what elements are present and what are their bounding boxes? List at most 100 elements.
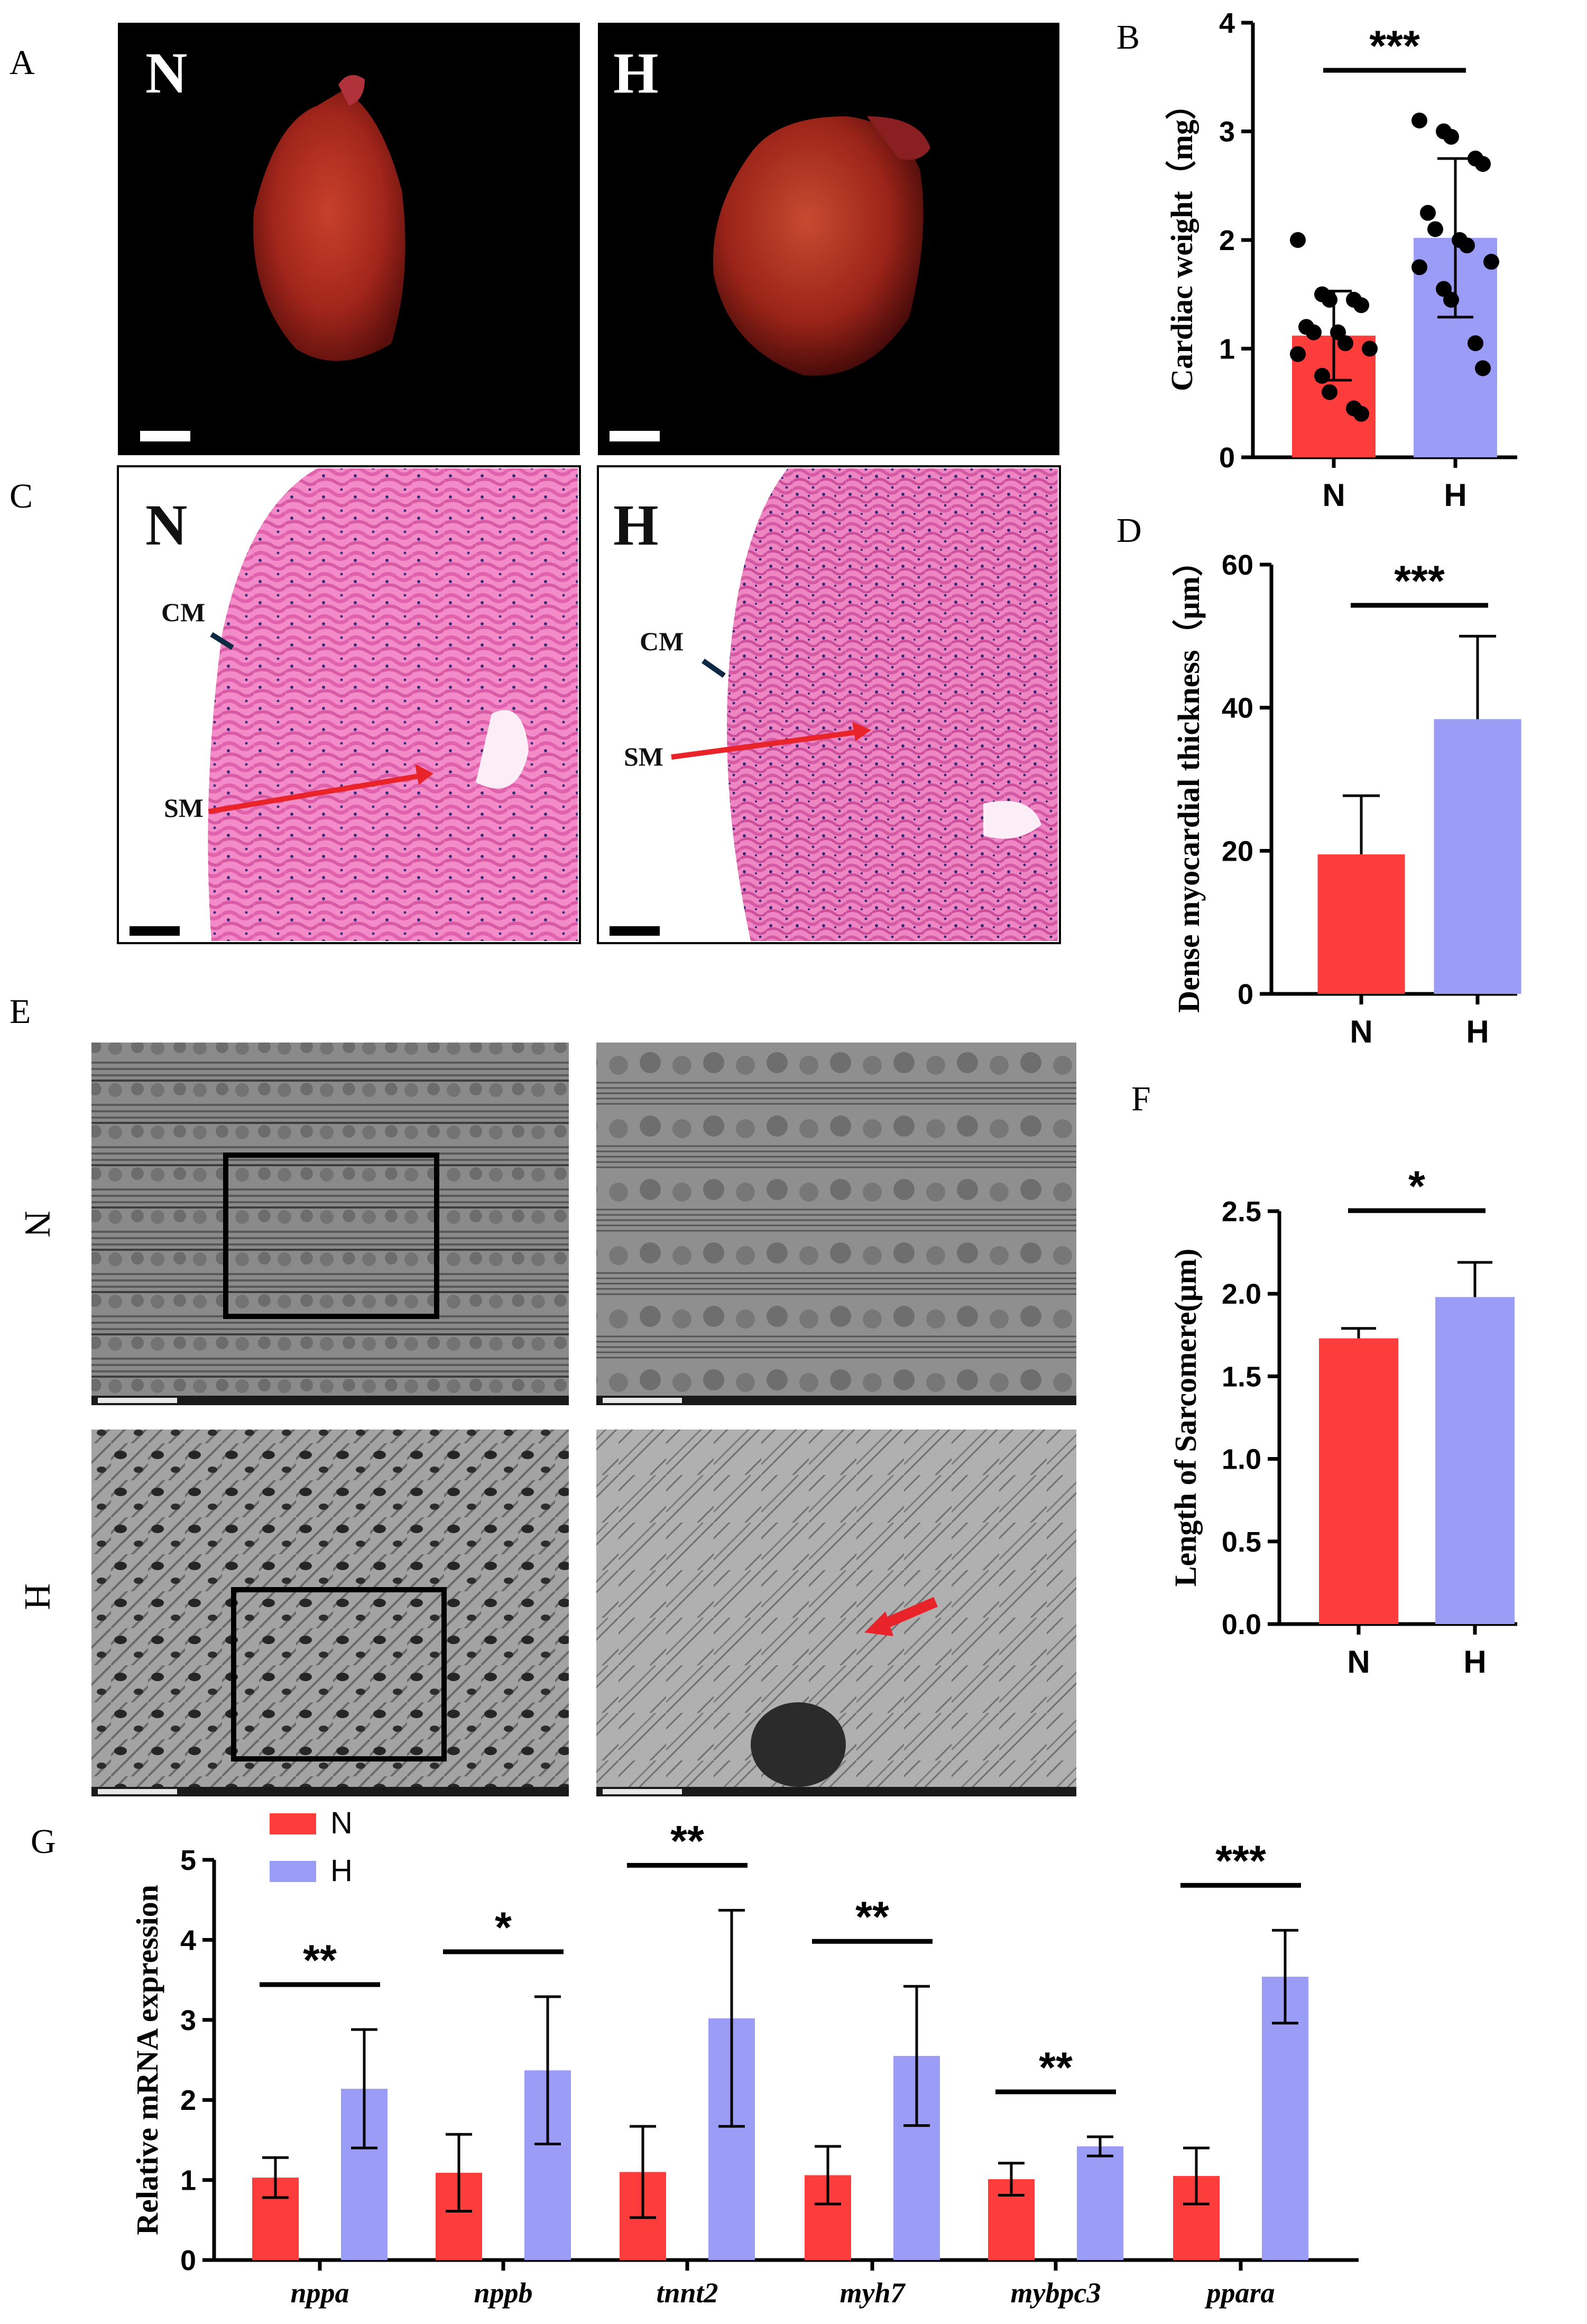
x-tick-label: N (1350, 1014, 1372, 1049)
x-tick-label: H (1466, 1014, 1489, 1049)
x-tick-label: mybpc3 (1011, 2277, 1101, 2309)
significance-label: * (1408, 1163, 1425, 1211)
panel-c-histology-n: N CM SM (117, 465, 581, 944)
data-point (1483, 254, 1499, 270)
heart-n-image (253, 90, 405, 361)
y-tick-label: 60 (1222, 549, 1253, 581)
data-point (1411, 112, 1427, 128)
y-tick-label: 1.5 (1222, 1361, 1261, 1392)
scale-bar (610, 926, 660, 936)
sm-label-h: SM (624, 742, 663, 771)
he-tissue-image (208, 468, 578, 941)
sm-label-n: SM (164, 793, 204, 823)
data-point (1337, 335, 1353, 352)
cm-label-h: CM (640, 626, 684, 656)
y-tick-label: 0.5 (1222, 1526, 1261, 1558)
em-row-label-h: H (17, 1583, 58, 1610)
data-point (1459, 237, 1475, 254)
y-tick-label: 3 (180, 2005, 196, 2036)
significance-label: ** (855, 1893, 889, 1941)
data-point (1468, 335, 1483, 352)
zoom-box (231, 1587, 447, 1762)
data-point (1322, 292, 1337, 308)
he-tissue-image (727, 468, 1058, 941)
significance-label: ** (1039, 2044, 1073, 2092)
em-row-label-n: N (17, 1211, 58, 1238)
cm-arrow-n (210, 632, 234, 650)
panel-label-d: D (1117, 511, 1142, 550)
panel-label-c: C (10, 477, 33, 515)
data-point (1420, 205, 1436, 221)
data-point (1443, 292, 1459, 308)
y-tick-label: 0 (1238, 979, 1253, 1010)
em-red-arrow (878, 1597, 938, 1631)
data-point (1353, 297, 1369, 313)
panel-label-f: F (1131, 1080, 1151, 1118)
chart-g-mrna-expression: 0 1 2 3 4 5 Relative mRNA expression nppa ** nppb… (130, 1806, 1359, 2309)
panel-label-b: B (1117, 18, 1140, 57)
y-axis-label: Relative mRNA expression (130, 1885, 164, 2235)
chart-f-sarcomere-length: 0.0 0.5 1.0 1.5 2.0 2.5 Length of Sarcomere(μm… (1168, 1163, 1517, 1680)
panel-e-em-n-overview (91, 1043, 569, 1405)
scale-bar (130, 926, 180, 936)
data-point (1475, 156, 1491, 172)
y-axis-label: Length of Sarcomere(μm) (1168, 1249, 1203, 1587)
data-point (1362, 340, 1378, 357)
scale-bar (610, 431, 660, 441)
bar-h (1434, 719, 1521, 994)
data-point (1443, 128, 1459, 145)
significance-label: *** (1369, 22, 1420, 70)
x-tick-label: nppb (474, 2277, 532, 2309)
legend-label-n: N (330, 1806, 353, 1840)
bar-n (1317, 854, 1405, 994)
y-axis-label: Dense myocardial thickness（μm） (1171, 546, 1206, 1013)
data-point (1290, 232, 1306, 248)
data-point (1306, 324, 1322, 340)
bar-n (1319, 1338, 1398, 1624)
data-point (1427, 221, 1443, 237)
y-tick-label: 40 (1222, 693, 1253, 724)
histology-label-h: H (613, 493, 659, 557)
y-tick-label: 1 (180, 2165, 196, 2197)
x-tick-label: nppa (290, 2277, 349, 2309)
panel-a-photo-n: N (118, 23, 580, 455)
photo-label-n: N (145, 41, 187, 105)
chart-d-myocardial-thickness: 0 20 40 60 Dense myocardial thickness（μm） N H *… (1171, 546, 1521, 1049)
data-point (1290, 346, 1306, 362)
y-tick-label: 2 (180, 2085, 196, 2116)
y-tick-label: 5 (180, 1845, 196, 1876)
x-tick-label: ppara (1204, 2277, 1275, 2309)
data-point (1411, 259, 1427, 275)
panel-e-em-h-overview (91, 1430, 569, 1796)
panel-label-e: E (10, 992, 31, 1031)
photo-label-h: H (613, 41, 659, 105)
data-point (1314, 367, 1330, 384)
y-tick-label: 4 (1219, 7, 1235, 39)
significance-label: *** (1215, 1837, 1266, 1885)
panel-c-histology-h: H CM SM (597, 465, 1061, 944)
cm-arrow-h (702, 658, 726, 678)
panel-e-em-n-zoom (596, 1043, 1076, 1405)
significance-label: ** (670, 1817, 704, 1865)
panel-label-g: G (31, 1822, 56, 1861)
y-tick-label: 1.0 (1222, 1444, 1261, 1475)
x-tick-label: myh7 (839, 2277, 906, 2309)
legend-swatch-h (270, 1861, 316, 1882)
panel-label-a: A (10, 43, 35, 82)
y-tick-label: 0 (180, 2245, 196, 2276)
y-tick-label: 4 (180, 1924, 196, 1956)
legend-swatch-n (270, 1813, 316, 1834)
y-tick-label: 2.0 (1222, 1278, 1261, 1310)
data-point (1322, 384, 1337, 400)
y-axis-label: Cardiac weight（mg） (1165, 89, 1199, 391)
panel-a-photo-h: H (598, 23, 1059, 455)
significance-label: * (495, 1904, 512, 1952)
data-point (1475, 360, 1491, 376)
zoom-box (223, 1152, 439, 1319)
x-tick-label: N (1322, 477, 1345, 513)
panel-e-em-h-zoom (596, 1430, 1076, 1796)
significance-label: *** (1394, 557, 1445, 605)
y-tick-label: 2.5 (1222, 1196, 1261, 1228)
y-tick-label: 0 (1219, 442, 1235, 474)
